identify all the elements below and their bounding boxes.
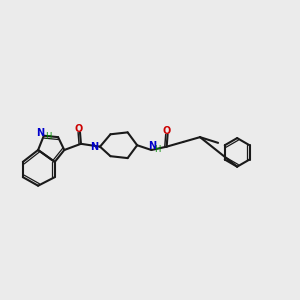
Text: N: N (36, 128, 44, 138)
Text: H: H (45, 132, 52, 141)
Text: N: N (90, 142, 98, 152)
Text: O: O (75, 124, 83, 134)
Text: H: H (154, 145, 161, 154)
Text: O: O (163, 126, 171, 136)
Text: N: N (148, 141, 156, 151)
